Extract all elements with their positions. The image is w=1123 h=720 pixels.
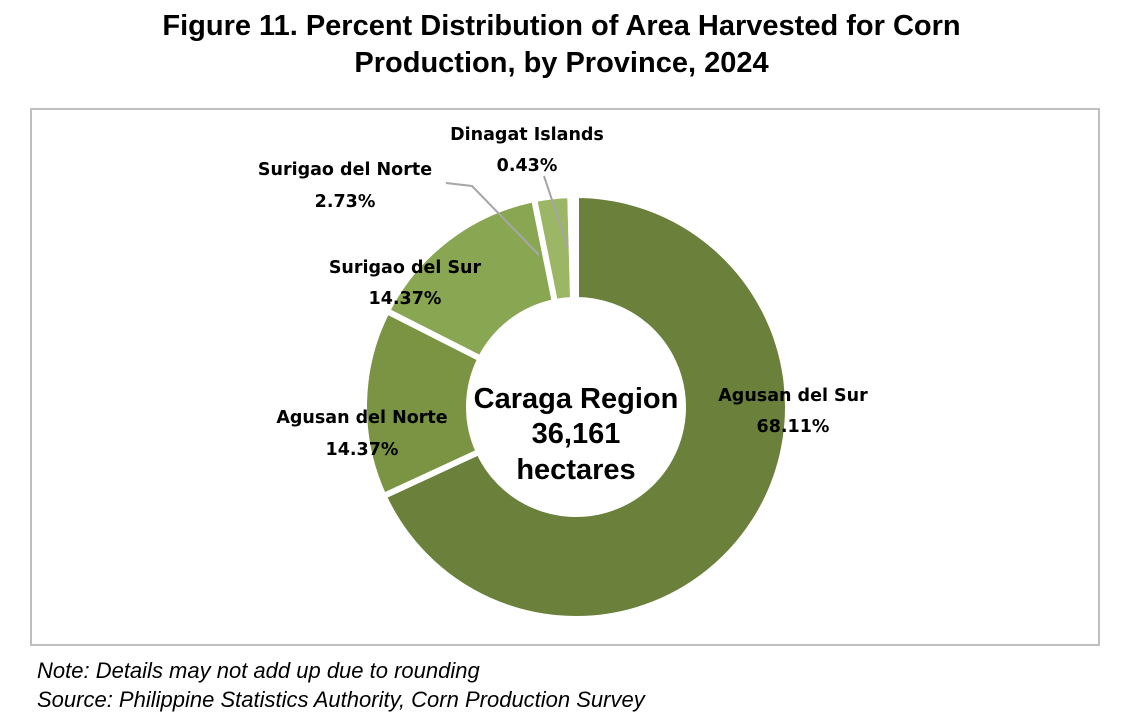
slice-value-label: 68.11%	[757, 417, 830, 437]
leader-line-dinagat-islands	[543, 175, 569, 249]
slice-name-label: Surigao del Norte	[258, 160, 432, 180]
slice-value-label: 2.73%	[315, 192, 376, 212]
slices-layer	[361, 191, 791, 622]
chart-title: Figure 11. Percent Distribution of Area …	[0, 8, 1123, 82]
slice-name-label: Agusan del Norte	[276, 408, 447, 428]
data-label-agusan-del-sur: Agusan del Sur 68.11%	[718, 386, 868, 437]
chart-title-line-2: Production, by Province, 2024	[354, 47, 769, 79]
slice-dinagat-islands	[567, 191, 579, 304]
slice-name-label: Agusan del Sur	[718, 386, 868, 406]
leader-lines-layer	[445, 175, 569, 256]
slice-value-label: 14.37%	[326, 440, 399, 460]
data-labels-layer: Agusan del Sur 68.11% Agusan del Norte 14.3…	[258, 125, 868, 460]
footnotes: Note: Details may not add up due to roun…	[37, 656, 645, 714]
chart-frame	[30, 108, 1100, 646]
data-label-surigao-del-norte: Surigao del Norte 2.73%	[258, 160, 432, 212]
center-label-line-3: hectares	[516, 454, 635, 486]
data-label-dinagat-islands: Dinagat Islands 0.43%	[450, 125, 604, 176]
slice-agusan-del-sur	[379, 191, 791, 622]
slice-name-label: Surigao del Sur	[329, 258, 482, 278]
note-text: Note: Details may not add up due to roun…	[37, 658, 480, 683]
center-label-line-1: Caraga Region	[474, 383, 679, 415]
slice-value-label: 0.43%	[497, 156, 558, 176]
slice-name-label: Dinagat Islands	[450, 125, 604, 145]
center-label-line-2: 36,161	[532, 418, 621, 450]
source-text: Source: Philippine Statistics Authority,…	[37, 687, 645, 712]
leader-line-surigao-del-norte	[445, 182, 540, 256]
chart-title-line-1: Figure 11. Percent Distribution of Area …	[162, 10, 961, 42]
data-label-surigao-del-sur: Surigao del Sur 14.37%	[329, 258, 482, 309]
data-label-agusan-del-norte: Agusan del Norte 14.37%	[276, 408, 447, 460]
slice-value-label: 14.37%	[369, 289, 442, 309]
